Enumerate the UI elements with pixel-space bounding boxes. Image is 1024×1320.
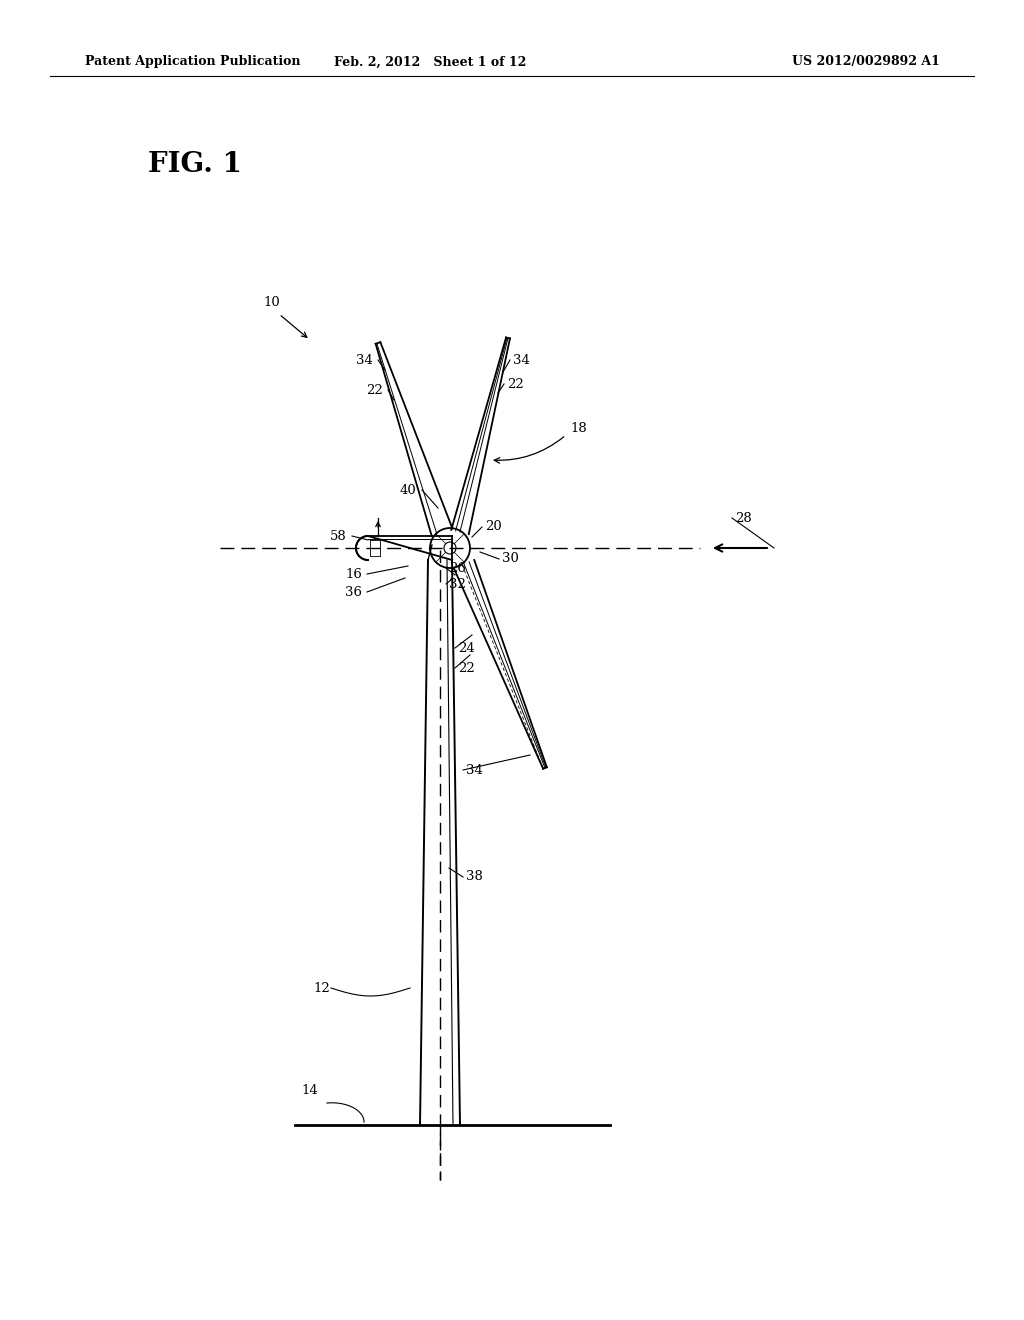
Text: 22: 22 [507, 378, 523, 391]
Text: 36: 36 [345, 586, 362, 598]
Text: Patent Application Publication: Patent Application Publication [85, 55, 300, 69]
Text: 34: 34 [513, 354, 529, 367]
Text: 26: 26 [449, 561, 466, 574]
Text: 32: 32 [449, 578, 466, 590]
Text: 34: 34 [356, 354, 373, 367]
Text: 10: 10 [263, 296, 280, 309]
Text: 30: 30 [502, 553, 519, 565]
Text: 40: 40 [400, 483, 417, 496]
Text: Feb. 2, 2012   Sheet 1 of 12: Feb. 2, 2012 Sheet 1 of 12 [334, 55, 526, 69]
Text: 38: 38 [466, 870, 483, 883]
Text: 34: 34 [466, 763, 483, 776]
Text: 28: 28 [735, 511, 752, 524]
Text: 20: 20 [485, 520, 502, 533]
Text: FIG. 1: FIG. 1 [148, 152, 242, 178]
Text: 16: 16 [345, 568, 361, 581]
Text: 22: 22 [366, 384, 383, 396]
Text: 24: 24 [458, 642, 475, 655]
Text: 22: 22 [458, 661, 475, 675]
Text: 18: 18 [570, 421, 587, 434]
Text: 14: 14 [301, 1084, 317, 1097]
Text: 12: 12 [313, 982, 330, 994]
Text: 58: 58 [330, 529, 347, 543]
Text: US 2012/0029892 A1: US 2012/0029892 A1 [793, 55, 940, 69]
